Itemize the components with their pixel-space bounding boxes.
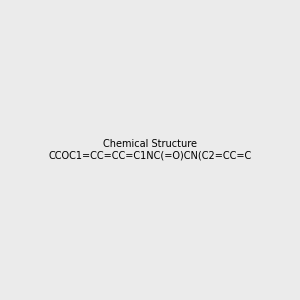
Text: Chemical Structure
CCOC1=CC=CC=C1NC(=O)CN(C2=CC=C: Chemical Structure CCOC1=CC=CC=C1NC(=O)C… <box>48 139 252 161</box>
